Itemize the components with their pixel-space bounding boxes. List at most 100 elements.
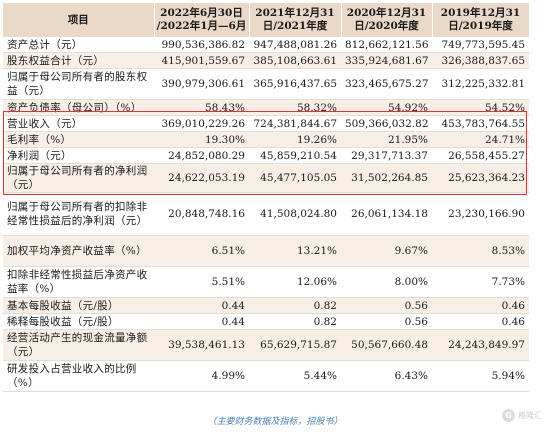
row-value: 26,061,134.18 — [341, 192, 432, 236]
row-value: 20,848,748.16 — [154, 192, 249, 236]
row-value: 13.21% — [249, 235, 341, 267]
row-label: 扣除非经常性损益后净资产收益率（%） — [3, 266, 154, 298]
row-label: 经营活动产生的现金流量净额（元） — [3, 329, 154, 361]
row-value: 24.71% — [432, 131, 529, 148]
row-label: 营业收入（元） — [3, 115, 154, 132]
row-label: 稀释每股收益（元/股） — [3, 313, 154, 330]
row-value: 54.92% — [341, 99, 432, 116]
table-body: 资产总计（元） 990,536,386.82 947,488,081.26 812,6… — [3, 37, 529, 392]
table-row: 毛利率（%） 19.30% 19.26% 21.95% 24.71% — [3, 131, 529, 148]
row-value: 369,010,229.26 — [154, 115, 249, 132]
row-value: 453,783,764.55 — [432, 115, 529, 132]
row-value: 31,502,264.85 — [341, 163, 432, 193]
table-row: 加权平均净资产收益率（%） 6.51% 13.21% 9.67% 8.53% — [3, 235, 529, 267]
row-label: 毛利率（%） — [3, 131, 154, 148]
row-label: 加权平均净资产收益率（%） — [3, 235, 154, 267]
row-value: 4.99% — [154, 360, 249, 392]
row-label: 归属于母公司所有者的净利润（元） — [3, 163, 154, 193]
row-value: 41,508,024.80 — [249, 192, 341, 236]
row-value: 509,366,032.82 — [341, 115, 432, 132]
row-value: 390,979,306.61 — [154, 68, 249, 100]
row-value: 365,916,437.65 — [249, 68, 341, 100]
row-value: 312,225,332.81 — [432, 68, 529, 100]
row-value: 12.06% — [249, 266, 341, 298]
table-header-row: 项目 2022年6月30日/2022年1月—6月 2021年12月31 日/202… — [3, 3, 530, 37]
row-value: 0.82 — [249, 297, 341, 314]
row-label: 归属于母公司所有者的股东权益（元） — [3, 68, 154, 100]
row-value: 415,901,559.67 — [154, 52, 249, 69]
table-row: 稀释每股收益（元/股） 0.44 0.82 0.56 0.46 — [3, 313, 529, 330]
row-value: 9.67% — [341, 235, 432, 267]
row-value: 21.95% — [341, 131, 432, 148]
row-value: 0.44 — [154, 313, 249, 330]
table-row: 研发投入占营业收入的比例（%） 4.99% 5.44% 6.43% 5.94% — [3, 360, 529, 392]
table-row: 资产负债率（母公司）（%） 58.43% 58.32% 54.92% 54.52% — [3, 99, 529, 116]
row-value: 724,381,844.67 — [249, 115, 341, 132]
header-item: 项目 — [3, 3, 155, 37]
row-value: 58.43% — [154, 99, 249, 116]
source-caption: （主要财务数据及指标，招股书） — [207, 417, 343, 427]
row-value: 8.00% — [341, 266, 432, 298]
row-value: 25,623,364.23 — [432, 163, 529, 193]
row-value: 323,465,675.27 — [341, 68, 432, 100]
row-value: 39,538,461.13 — [154, 329, 249, 361]
row-label: 净利润（元） — [3, 147, 154, 164]
row-value: 24,852,080.29 — [154, 147, 249, 164]
watermark: G 格隆汇 — [502, 409, 542, 422]
table-row: 净利润（元） 24,852,080.29 45,859,210.54 29,317,7… — [3, 147, 529, 164]
watermark-logo-icon: G — [502, 409, 515, 422]
financial-data-table: 项目 2022年6月30日/2022年1月—6月 2021年12月31 日/202… — [3, 3, 530, 392]
row-value: 65,629,715.87 — [249, 329, 341, 361]
row-label: 资产负债率（母公司）（%） — [3, 99, 154, 116]
row-value: 19.30% — [154, 131, 249, 148]
row-value: 45,859,210.54 — [249, 147, 341, 164]
header-period-2019: 2019年12月31 日/2019年度 — [432, 3, 530, 37]
row-value: 812,662,121.56 — [341, 37, 432, 53]
row-value: 326,388,837.65 — [432, 52, 529, 69]
row-label: 归属于母公司所有者的扣除非经常性损益后的净利润（元） — [3, 192, 154, 236]
table-row: 股东权益合计（元） 415,901,559.67 385,108,663.61 335… — [3, 52, 529, 69]
table-row: 基本每股收益（元/股） 0.44 0.82 0.56 0.46 — [3, 297, 529, 314]
watermark-text: 格隆汇 — [518, 411, 542, 420]
row-value: 45,477,105.05 — [249, 163, 341, 193]
row-value: 5.44% — [249, 360, 341, 392]
row-value: 26,558,455.27 — [432, 147, 529, 164]
table-row: 营业收入（元） 369,010,229.26 724,381,844.67 509,3… — [3, 115, 529, 132]
row-value: 29,317,713.37 — [341, 147, 432, 164]
row-label: 基本每股收益（元/股） — [3, 297, 154, 314]
row-value: 335,924,681.67 — [341, 52, 432, 69]
row-value: 7.73% — [432, 266, 529, 298]
row-value: 19.26% — [249, 131, 341, 148]
row-value: 0.56 — [341, 313, 432, 330]
row-label: 股东权益合计（元） — [3, 52, 154, 69]
row-value: 6.43% — [341, 360, 432, 392]
row-value: 0.46 — [432, 297, 529, 314]
row-value: 23,230,166.90 — [432, 192, 529, 236]
row-value: 58.32% — [249, 99, 341, 116]
row-value: 5.94% — [432, 360, 529, 392]
header-period-2022h1: 2022年6月30日/2022年1月—6月 — [154, 3, 250, 37]
row-value: 5.51% — [154, 266, 249, 298]
row-value: 6.51% — [154, 235, 249, 267]
row-value: 0.46 — [432, 313, 529, 330]
row-value: 0.56 — [341, 297, 432, 314]
table-row: 扣除非经常性损益后净资产收益率（%） 5.51% 12.06% 8.00% 7.73% — [3, 266, 529, 298]
row-label: 研发投入占营业收入的比例（%） — [3, 360, 154, 392]
table-row: 归属于母公司所有者的股东权益（元） 390,979,306.61 365,916,4… — [3, 68, 529, 100]
row-value: 990,536,386.82 — [154, 37, 249, 53]
table-row: 归属于母公司所有者的净利润（元） 24,622,053.19 45,477,105.… — [3, 163, 529, 193]
row-value: 24,622,053.19 — [154, 163, 249, 193]
row-value: 0.82 — [249, 313, 341, 330]
header-period-2021: 2021年12月31 日/2021年度 — [249, 3, 342, 37]
row-label: 资产总计（元） — [3, 37, 154, 53]
row-value: 50,567,660.48 — [341, 329, 432, 361]
row-value: 0.44 — [154, 297, 249, 314]
row-value: 385,108,663.61 — [249, 52, 341, 69]
table-row: 经营活动产生的现金流量净额（元） 39,538,461.13 65,629,715.… — [3, 329, 529, 361]
row-value: 749,773,595.45 — [432, 37, 529, 53]
table-row: 资产总计（元） 990,536,386.82 947,488,081.26 812,6… — [3, 37, 529, 53]
row-value: 8.53% — [432, 235, 529, 267]
row-value: 947,488,081.26 — [249, 37, 341, 53]
row-value: 54.52% — [432, 99, 529, 116]
table-row: 归属于母公司所有者的扣除非经常性损益后的净利润（元） 20,848,748.16 4… — [3, 192, 529, 236]
